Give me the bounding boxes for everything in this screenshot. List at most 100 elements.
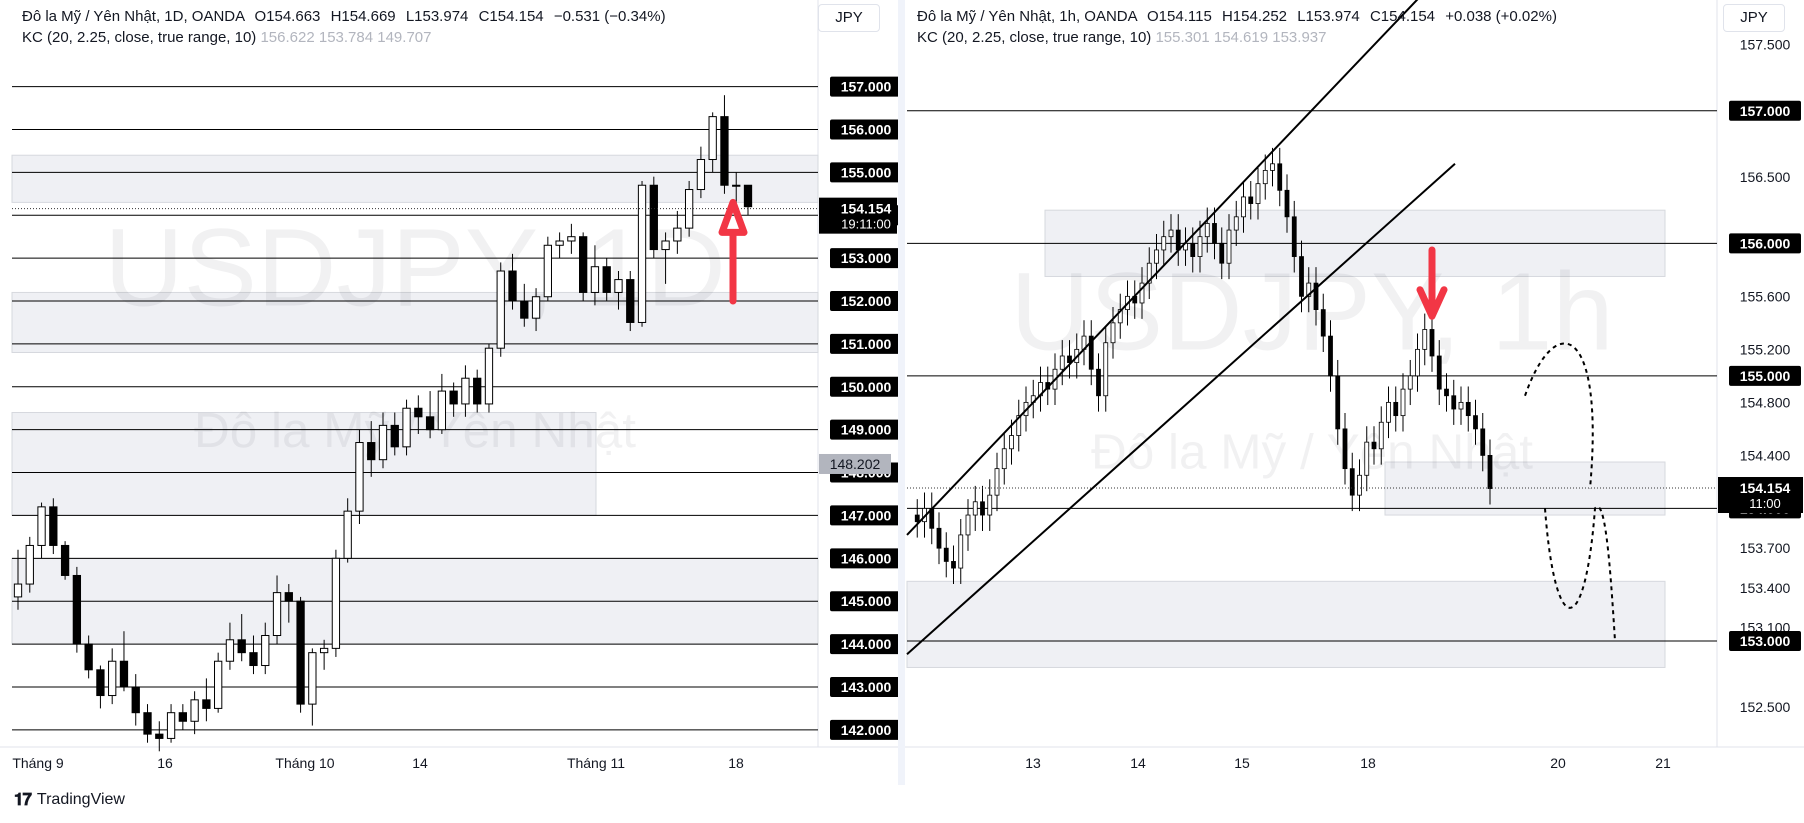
daily-chart-panel[interactable]: USDJPY, 1D Đô la Mỹ / Yên Nhật 157.000 156.… [0, 0, 898, 785]
candle-down [1313, 282, 1319, 311]
price-level-badge [830, 719, 898, 740]
price-tick-label: 147.000 [841, 507, 892, 523]
candle-down [508, 270, 517, 302]
candle-down [1451, 395, 1457, 410]
candle-up [987, 494, 993, 516]
candle-up [708, 116, 717, 161]
channel-lower-line [906, 163, 1456, 655]
price-tick-label: 156.000 [1740, 235, 1791, 251]
kc-values: 156.622 153.784 149.707 [260, 29, 432, 46]
candle-down [60, 544, 70, 576]
candle-down [1480, 428, 1486, 456]
candle-up [958, 534, 964, 569]
time-tick-label: 18 [728, 755, 744, 771]
price-tick-label: 157.500 [1740, 37, 1791, 53]
candle-down [1175, 229, 1181, 251]
price-level-badge [830, 634, 898, 655]
candle-up [166, 712, 176, 739]
candle-up [1001, 448, 1007, 470]
candle-up [25, 544, 34, 585]
candle-up [673, 227, 682, 242]
hourly-chart-panel[interactable]: USDJPY, 1h Đô la Mỹ / Yên Nhật 157.500 157.… [905, 0, 1804, 785]
candle-up [225, 639, 235, 662]
candle-down [296, 600, 305, 705]
candle-down [1277, 163, 1283, 191]
candle-up [696, 159, 706, 191]
kc-indicator-legend[interactable]: KC (20, 2.25, close, true range, 10) 156… [22, 29, 431, 46]
candle-up [461, 377, 470, 405]
currency-button[interactable]: JPY [1723, 4, 1785, 32]
supply-demand-zone [906, 580, 1666, 668]
candle-down [178, 712, 187, 722]
symbol-watermark: USDJPY, 1D [104, 206, 726, 329]
candle-down [1436, 355, 1442, 390]
price-level-badge [830, 333, 898, 354]
candle-up [1233, 216, 1239, 231]
candle-down [414, 407, 423, 418]
candle-down [1393, 401, 1399, 417]
candle-up [378, 424, 388, 461]
candle-up [331, 557, 341, 649]
hourly-legend: Đô la Mỹ / Yên Nhật, 1h, OANDA O154.115 … [917, 8, 1557, 25]
high-value: 154.252 [1232, 8, 1288, 25]
price-tick-label: 149.000 [841, 422, 892, 438]
time-tick-label: Tháng 9 [12, 755, 64, 771]
price-tick-label: 153.000 [1740, 633, 1791, 649]
candle-up [1458, 401, 1464, 410]
open-label: O [254, 8, 267, 25]
candle-down [1335, 375, 1341, 430]
kc-indicator-legend[interactable]: KC (20, 2.25, close, true range, 10) 155… [917, 29, 1326, 46]
candle-up [1139, 282, 1145, 304]
candle-down [1349, 468, 1355, 496]
change-value: −0.531 (−0.34%) [553, 8, 666, 25]
candle-up [972, 501, 978, 516]
candle-down [1487, 454, 1493, 489]
candle-up [1364, 441, 1370, 476]
currency-button[interactable]: JPY [818, 4, 880, 32]
price-level-badge [830, 248, 898, 269]
candle-up [1161, 236, 1167, 251]
low-label: L [1297, 8, 1306, 25]
panel-divider[interactable] [898, 0, 905, 785]
candle-up [1255, 183, 1261, 204]
current-price-badge [1718, 477, 1803, 514]
candle-down [143, 712, 152, 735]
hourly-chart-canvas[interactable]: USDJPY, 1h Đô la Mỹ / Yên Nhật 157.500 157.… [905, 0, 1804, 785]
candle-up [402, 407, 411, 448]
footer: 𝟏𝟕 TradingView [14, 790, 125, 810]
candle-up [1146, 262, 1152, 284]
time-tick-label: 16 [157, 755, 173, 771]
candle-up [343, 510, 352, 559]
price-level-badge [830, 676, 898, 697]
candle-up [1262, 170, 1268, 185]
price-tick-label: 145.000 [841, 593, 892, 609]
close-value: 154.154 [1380, 8, 1436, 25]
candle-down [84, 643, 93, 671]
close-label: C [478, 8, 490, 25]
candle-down [720, 116, 729, 186]
candle-up [1059, 355, 1065, 370]
time-tick-label: 14 [412, 755, 428, 771]
candle-down [49, 506, 58, 546]
time-tick-label: 21 [1655, 755, 1671, 771]
time-tick-label: Tháng 10 [275, 755, 334, 771]
candle-up [567, 236, 576, 242]
price-level-badge [1729, 365, 1801, 386]
price-tick-label: 151.000 [841, 336, 892, 352]
current-price-badge [819, 197, 897, 234]
candle-up [614, 279, 623, 293]
candle-down [951, 561, 956, 569]
time-tick-label: 15 [1234, 755, 1250, 771]
candle-up [496, 270, 505, 349]
open-label: O [1147, 8, 1159, 25]
candle-down [155, 733, 164, 739]
candle-up [190, 699, 199, 722]
symbol-watermark: USDJPY, 1h [1010, 250, 1613, 373]
time-tick-label: Tháng 11 [567, 755, 625, 771]
candle-up [1226, 229, 1232, 264]
time-tick-label: 14 [1130, 755, 1146, 771]
candle-up [637, 184, 647, 323]
candle-up [1378, 421, 1384, 450]
candle-down [980, 501, 985, 516]
